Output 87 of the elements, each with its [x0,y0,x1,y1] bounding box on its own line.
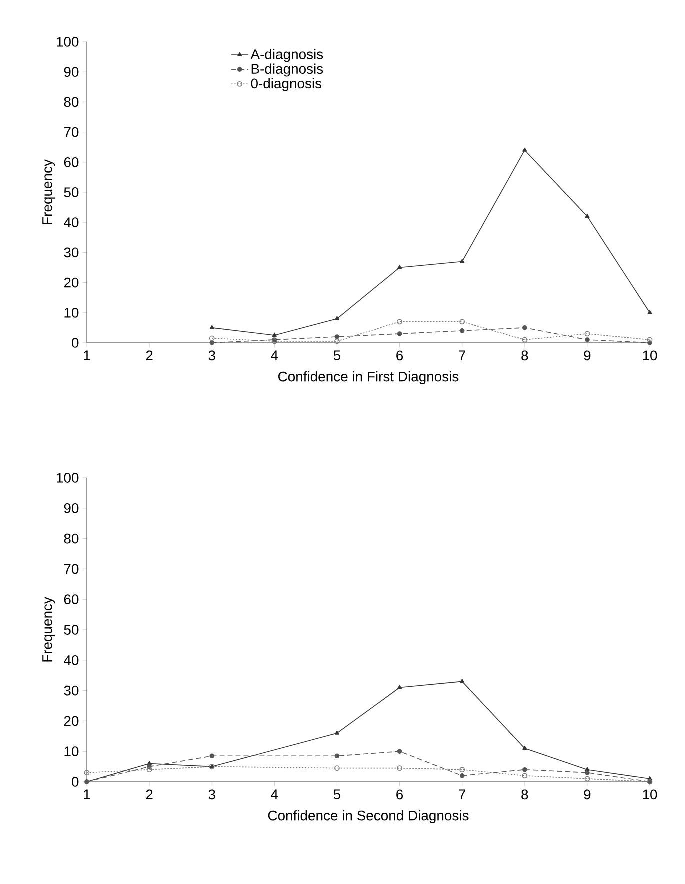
x-tick-label: 2 [146,350,153,361]
y-tick-label: 30 [64,686,79,696]
y-tick-label: 0 [72,338,79,348]
x-tick-label: 9 [584,350,591,361]
x-tick-label: 8 [522,350,528,361]
point [647,337,653,343]
point [584,776,590,782]
y-tick-label: 0 [72,777,79,787]
point [334,316,340,320]
point [210,754,215,759]
point [522,746,528,750]
point [334,730,340,735]
x-axis-title: Confidence in First Diagnosis [278,371,459,384]
point [522,148,528,152]
point [460,259,465,264]
point [522,773,528,779]
point [585,214,590,218]
x-tick-label: 10 [643,350,658,361]
point [648,310,652,314]
x-tick-label: 2 [146,790,153,800]
y-tick-label: 100 [57,473,79,483]
y-tick-label: 80 [64,534,79,544]
point [460,328,465,334]
y-tick-label: 30 [64,248,79,258]
x-tick-label: 4 [271,790,278,800]
point [584,331,590,337]
y-axis-title: Frequency [42,597,56,662]
x-axis-title: Confidence in Second Diagnosis [268,810,469,824]
point [460,767,466,773]
point [460,679,465,684]
y-tick-label: 90 [64,503,79,514]
x-tick-label: 1 [84,790,90,800]
x-tick-label: 1 [84,350,90,360]
point [84,770,90,776]
x-tick-label: 5 [334,350,341,360]
point [585,770,590,776]
point [397,265,402,270]
point [146,767,152,773]
y-axis-title: Frequency [42,160,56,224]
x-tick-label: 9 [584,790,591,800]
y-tick-label: 70 [64,127,79,138]
y-tick-label: 80 [64,97,79,108]
y-tick-label: 50 [64,625,79,635]
legend-label: B-diagnosis [252,64,324,77]
point [209,336,215,342]
point [210,325,214,330]
point [334,766,340,772]
y-tick-label: 40 [64,218,79,228]
y-tick-label: 100 [57,37,79,47]
x-tick-label: 3 [208,790,216,800]
point [522,337,528,343]
y-tick-label: 40 [64,655,79,666]
point [334,754,340,759]
x-tick-label: 7 [459,790,466,800]
point [585,338,590,342]
legend-label: 0-diagnosis [251,78,322,92]
point [210,340,215,346]
y-tick-label: 60 [64,594,79,605]
point [522,767,528,772]
point [397,319,402,325]
x-tick-label: 6 [396,790,404,800]
y-tick-label: 60 [64,157,79,168]
y-tick-label: 10 [64,308,79,318]
y-tick-label: 10 [64,746,79,757]
y-tick-label: 90 [64,67,79,78]
x-tick-label: 4 [271,350,278,360]
point [397,749,402,754]
point [334,338,340,344]
legend-label: A-diagnosis [250,49,324,62]
point [397,766,402,772]
point [272,332,277,337]
point [460,774,465,778]
point [397,332,402,336]
y-tick-label: 20 [64,278,79,288]
point [522,326,528,330]
x-tick-label: 3 [208,350,216,361]
x-tick-label: 6 [396,350,404,361]
point [460,319,466,325]
x-tick-label: 8 [522,790,528,800]
point [334,334,340,340]
x-tick-label: 5 [334,790,341,800]
y-tick-label: 70 [64,564,79,574]
y-tick-label: 20 [64,716,79,726]
x-tick-label: 7 [459,350,466,360]
point [397,685,402,690]
x-tick-label: 10 [643,790,658,800]
y-tick-label: 50 [64,188,79,198]
